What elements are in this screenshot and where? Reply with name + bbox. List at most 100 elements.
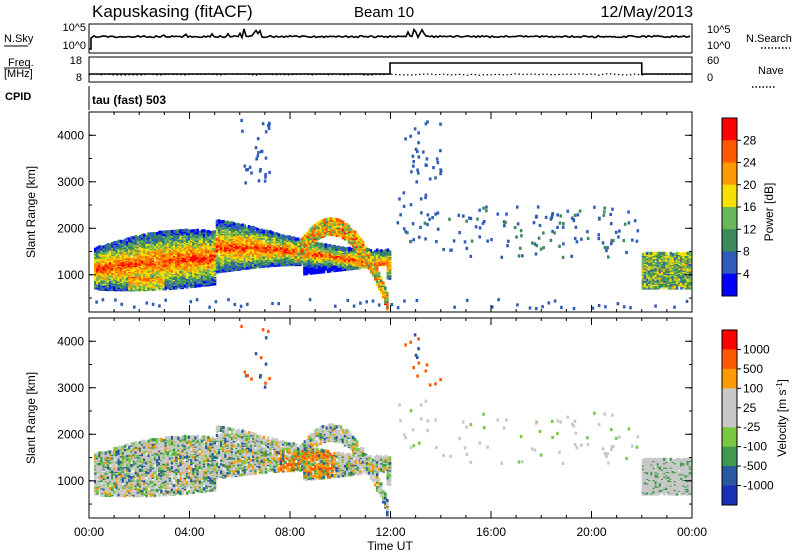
heatmap-cell <box>94 268 97 272</box>
heatmap-cell <box>476 217 479 221</box>
heatmap-cell <box>104 247 108 252</box>
heatmap-cell <box>136 236 140 240</box>
heatmap-cell <box>316 241 319 245</box>
heatmap-cell <box>633 219 637 223</box>
heatmap-cell <box>309 251 313 255</box>
heatmap-cell <box>279 234 283 238</box>
heatmap-cell <box>601 241 605 245</box>
heatmap-cell <box>465 219 468 223</box>
heatmap-cell <box>183 228 187 232</box>
heatmap-cell <box>196 278 200 282</box>
heatmap-cell <box>115 285 118 289</box>
heatmap-cell <box>553 231 556 235</box>
heatmap-cell <box>166 233 170 237</box>
heatmap-cell <box>164 240 168 244</box>
heatmap-cell <box>205 230 208 234</box>
heatmap-cell <box>106 286 110 290</box>
heatmap-cell <box>612 239 615 243</box>
heatmap-cell <box>292 236 296 240</box>
heatmap-cell <box>179 270 182 274</box>
heatmap-cell <box>365 247 369 251</box>
heatmap-cell <box>627 221 631 225</box>
heatmap-cell <box>113 245 116 249</box>
heatmap-cell <box>153 280 157 284</box>
heatmap-cell <box>198 230 202 235</box>
heatmap-cell <box>286 253 289 257</box>
heatmap-cell <box>220 220 223 224</box>
heatmap-cell <box>215 219 219 223</box>
heatmap-cell <box>177 229 180 233</box>
heatmap-cell <box>111 256 114 260</box>
heatmap-cell <box>506 244 509 248</box>
heatmap-cell <box>462 214 465 218</box>
heatmap-cell <box>205 271 208 275</box>
heatmap-cell <box>168 230 172 234</box>
heatmap-cell <box>513 226 517 230</box>
heatmap-cell <box>402 191 406 195</box>
heatmap-cell <box>141 249 144 253</box>
heatmap-cell <box>156 276 159 280</box>
heatmap-cell <box>409 203 413 207</box>
heatmap-cell <box>245 226 249 230</box>
heatmap-cell <box>185 256 189 260</box>
heatmap-cell <box>175 234 178 238</box>
heatmap-cell <box>160 280 163 284</box>
heatmap-cell <box>113 251 116 255</box>
heatmap-cell <box>282 239 285 243</box>
heatmap-cell <box>213 249 217 253</box>
heatmap-cell <box>256 241 259 245</box>
heatmap-cell <box>245 261 249 265</box>
heatmap-cell <box>271 231 274 235</box>
heatmap-cell <box>333 244 336 248</box>
heatmap-cell <box>442 247 445 252</box>
heatmap-cell <box>519 229 523 233</box>
heatmap-cell <box>404 230 407 234</box>
heatmap-cell <box>305 251 309 255</box>
heatmap-cell <box>200 280 204 284</box>
heatmap-cell <box>284 235 287 239</box>
heatmap-cell <box>284 257 287 261</box>
heatmap-cell <box>156 282 159 286</box>
heatmap-cell <box>224 231 227 235</box>
heatmap-cell <box>243 234 247 238</box>
heatmap-cell <box>269 241 272 245</box>
heatmap-cell <box>241 253 244 257</box>
heatmap-cell <box>519 246 522 250</box>
heatmap-cell <box>275 234 279 238</box>
heatmap-cell <box>367 251 371 255</box>
heatmap-cell <box>228 250 232 254</box>
heatmap-cell <box>145 248 148 252</box>
heatmap-cell <box>134 262 138 266</box>
heatmap-cell <box>232 224 236 228</box>
heatmap-cell <box>243 224 247 228</box>
nsearch-tick-high: 10^5 <box>707 24 731 36</box>
heatmap-cell <box>245 266 249 270</box>
heatmap-cell <box>188 229 191 233</box>
heatmap-cell <box>449 248 452 252</box>
heatmap-cell <box>269 247 272 251</box>
freq-line <box>89 62 692 75</box>
heatmap-cell <box>318 265 321 269</box>
heatmap-cell <box>192 259 195 263</box>
heatmap-cell <box>222 261 225 265</box>
heatmap-cell <box>166 283 170 287</box>
heatmap-cell <box>121 264 125 268</box>
heatmap-cell <box>168 240 172 245</box>
heatmap-cell <box>215 223 219 227</box>
heatmap-cell <box>211 277 215 281</box>
heatmap-cell <box>386 291 389 295</box>
heatmap-cell <box>284 248 287 252</box>
heatmap-cell <box>109 261 112 265</box>
heatmap-cell <box>260 260 264 264</box>
heatmap-cell <box>320 247 323 251</box>
heatmap-cell <box>106 260 110 264</box>
heatmap-cell <box>635 239 639 243</box>
heatmap-cell <box>247 256 251 260</box>
heatmap-cell <box>275 237 279 241</box>
heatmap-cell <box>262 229 266 233</box>
heatmap-cell <box>200 237 204 242</box>
heatmap-cell <box>239 223 242 227</box>
heatmap-cell <box>402 227 406 231</box>
heatmap-cell <box>324 261 328 265</box>
heatmap-cell <box>277 258 281 262</box>
